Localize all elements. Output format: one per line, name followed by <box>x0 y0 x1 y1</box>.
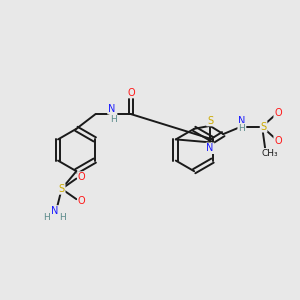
Text: O: O <box>127 88 135 98</box>
Text: O: O <box>274 108 282 118</box>
Text: H: H <box>59 213 66 222</box>
Text: O: O <box>78 196 85 206</box>
Text: CH₃: CH₃ <box>261 149 278 158</box>
Text: S: S <box>260 122 267 132</box>
Text: H: H <box>238 124 245 133</box>
Text: N: N <box>238 116 245 126</box>
Text: O: O <box>78 172 85 182</box>
Text: H: H <box>44 213 50 222</box>
Text: N: N <box>206 143 214 153</box>
Text: S: S <box>58 184 65 194</box>
Text: S: S <box>207 116 213 126</box>
Text: N: N <box>108 104 116 114</box>
Text: N: N <box>51 206 58 216</box>
Text: O: O <box>274 136 282 146</box>
Text: H: H <box>110 115 117 124</box>
